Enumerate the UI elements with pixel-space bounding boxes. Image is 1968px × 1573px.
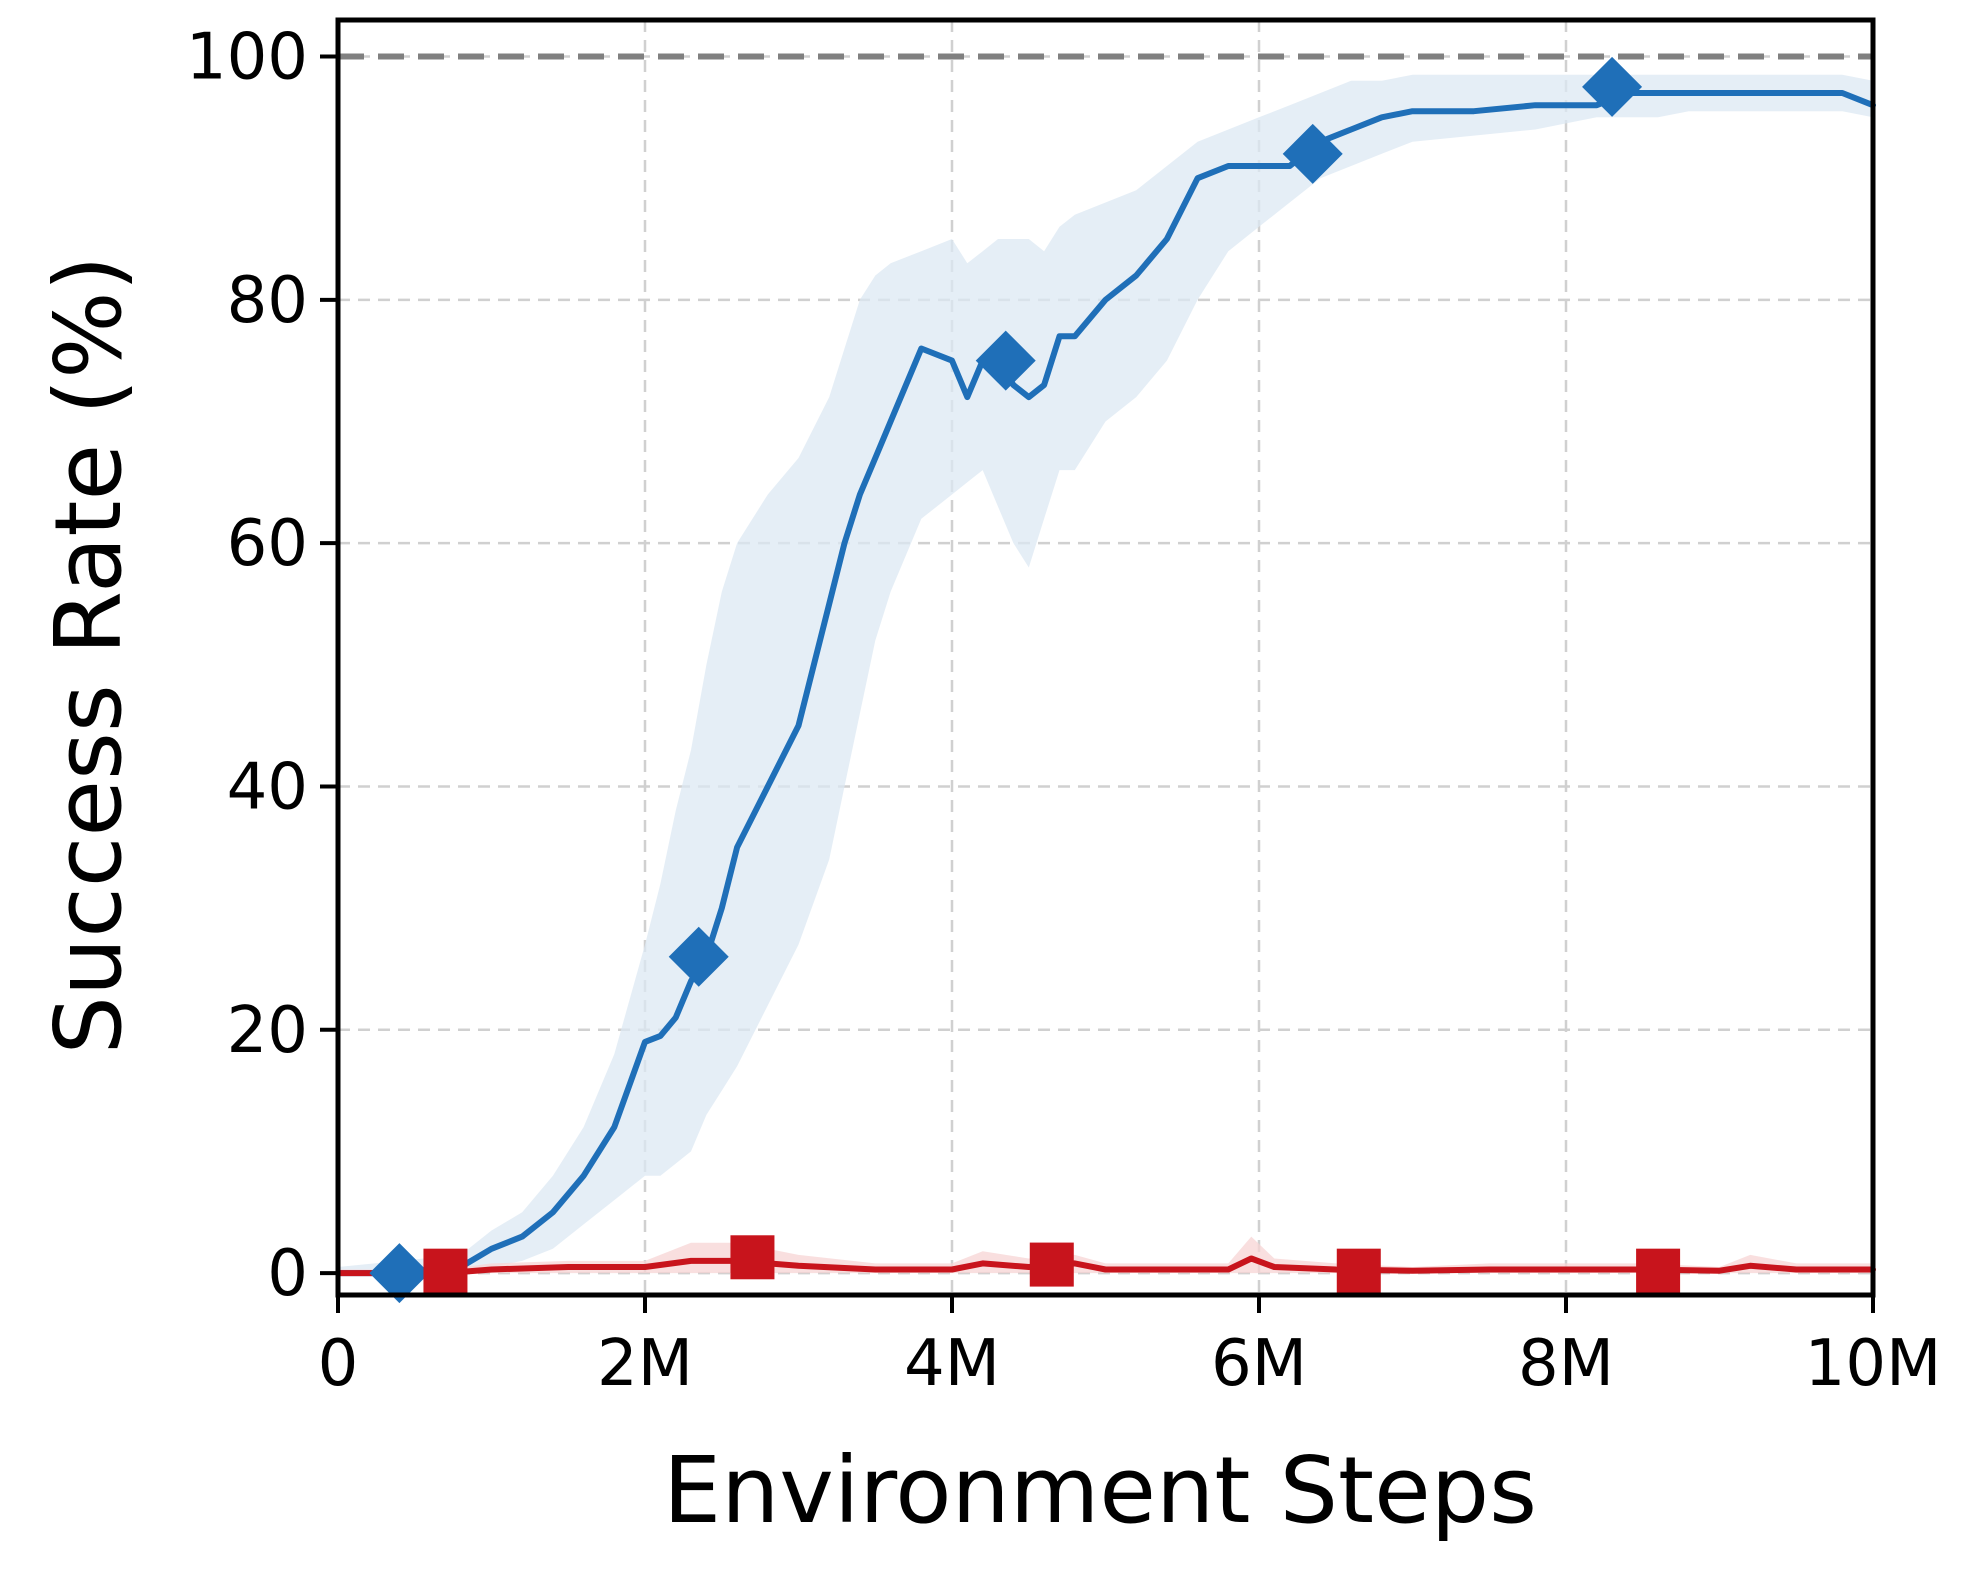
tick-layer: 0 2M 4M 6M 8M 10M 0 20 40 60 80 100 bbox=[186, 20, 1941, 1401]
series-1-marker-2 bbox=[1029, 1242, 1074, 1287]
series-0-marker-3 bbox=[1282, 123, 1343, 184]
axes-frame bbox=[335, 17, 1876, 1298]
y-tick-label-0: 0 bbox=[267, 1237, 308, 1311]
x-tick-label-4: 8M bbox=[1518, 1327, 1614, 1401]
x-tick-label-2: 4M bbox=[904, 1327, 1000, 1401]
series-1-marker-3 bbox=[1336, 1248, 1381, 1293]
y-tick-label-3: 60 bbox=[227, 507, 308, 581]
series-0-marker-4 bbox=[1582, 56, 1643, 117]
x-axis-title: Environment Steps bbox=[663, 1437, 1537, 1544]
series-1-band bbox=[338, 1236, 1873, 1274]
series-1-marker-0 bbox=[423, 1248, 468, 1293]
series-markers bbox=[369, 56, 1681, 1304]
series-1-line bbox=[335, 1255, 1876, 1277]
y-tick-label-5: 100 bbox=[186, 20, 308, 94]
x-tick-label-1: 2M bbox=[597, 1327, 693, 1401]
series-0-marker-2 bbox=[975, 330, 1036, 391]
confidence-bands bbox=[338, 74, 1873, 1274]
y-tick-label-2: 40 bbox=[227, 750, 308, 824]
x-tick-label-3: 6M bbox=[1211, 1327, 1307, 1401]
x-tick-label-5: 10M bbox=[1805, 1327, 1942, 1401]
series-1-marker-1 bbox=[730, 1235, 775, 1280]
series-1-marker-4 bbox=[1636, 1248, 1681, 1293]
y-tick-label-4: 80 bbox=[227, 264, 308, 338]
plot-frame bbox=[335, 17, 1876, 1298]
y-tick-label-1: 20 bbox=[227, 994, 308, 1068]
series-0-band bbox=[338, 74, 1873, 1274]
y-axis-title: Success Rate (%) bbox=[35, 256, 142, 1055]
series-0-marker-1 bbox=[668, 926, 729, 987]
series-0-line bbox=[335, 90, 1876, 1277]
series-lines bbox=[335, 90, 1876, 1277]
series-0-marker-0 bbox=[369, 1243, 430, 1304]
x-tick-label-0: 0 bbox=[318, 1327, 359, 1401]
